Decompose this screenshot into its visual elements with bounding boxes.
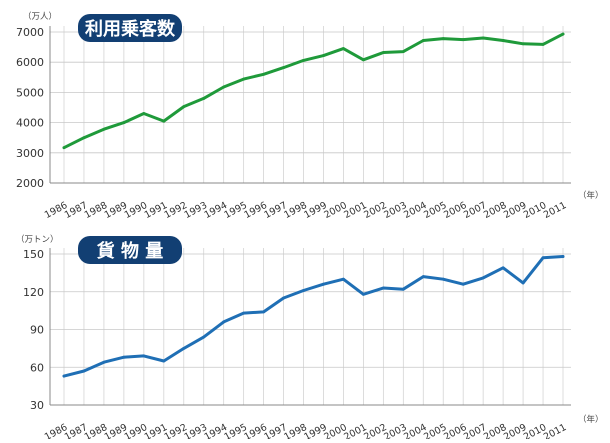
data-point [401,50,405,54]
data-point [162,119,166,123]
data-point [142,354,146,358]
data-point [521,42,525,46]
data-point [441,37,445,41]
series-line [62,32,565,150]
data-point [421,275,425,279]
data-point [82,136,86,140]
data-point [122,355,126,359]
x-tick-label: 2011 [542,422,569,439]
data-point [62,146,66,150]
data-point [262,72,265,76]
data-point [142,112,146,115]
series-line [62,255,565,378]
data-point [302,289,305,292]
data-point [461,282,465,286]
data-point [342,277,345,281]
y-tick-label: 120 [23,286,44,299]
chart-title: 貨 物 量 [97,240,164,262]
data-point [342,47,345,51]
data-point [401,287,405,291]
x-unit-label: （年） [578,190,604,201]
plot-area [50,252,571,405]
data-point [381,286,385,290]
title-badge [78,236,182,264]
y-tick-label: 60 [30,361,44,374]
data-point [322,282,325,286]
data-point [122,121,126,124]
y-tick-label: 3000 [16,147,44,160]
y-tick-label: 90 [30,324,44,337]
data-point [202,335,206,339]
data-point [421,39,425,42]
data-point [62,374,66,378]
y-tick-label: 4000 [16,117,44,130]
data-point [102,360,106,364]
y-unit-label: （万トン） [16,234,59,245]
data-point [102,127,106,131]
data-point [242,77,246,81]
x-tick-label: 2011 [542,200,569,221]
data-point [302,58,305,62]
data-point [362,292,365,296]
data-point [202,97,206,100]
data-point [222,85,226,89]
y-tick-label: 6000 [16,56,44,69]
y-tick-label: 150 [23,248,44,261]
data-point [381,51,385,54]
y-tick-label: 5000 [16,86,44,99]
data-point [82,369,86,373]
data-point [182,346,186,350]
data-point [322,54,325,57]
data-point [262,310,265,314]
chart-title: 利用乗客数 [85,18,176,40]
data-point [242,311,246,315]
y-tick-label: 30 [30,399,44,412]
data-point [282,296,285,300]
chart-2: 3060901201501986198719881989199019911992… [16,234,604,443]
data-point [561,32,565,36]
data-point [481,36,485,40]
plot-area [50,30,571,183]
data-point [541,256,545,260]
data-point [162,359,166,363]
data-point [222,320,226,324]
data-point [441,277,445,281]
data-point [461,38,465,41]
data-point [362,58,365,62]
data-point [561,255,565,258]
title-badge [78,14,182,42]
y-tick-label: 2000 [16,177,44,190]
x-unit-label: （年） [578,414,604,425]
chart-1: 2000300040005000600070001986198719881989… [16,11,604,221]
data-point [182,105,186,108]
data-point [282,66,285,70]
y-unit-label: （万人） [23,11,57,22]
data-point [521,281,525,285]
y-tick-label: 7000 [16,26,44,39]
data-point [501,39,505,42]
data-point [481,276,485,280]
data-point [501,266,505,270]
data-point [541,42,545,46]
